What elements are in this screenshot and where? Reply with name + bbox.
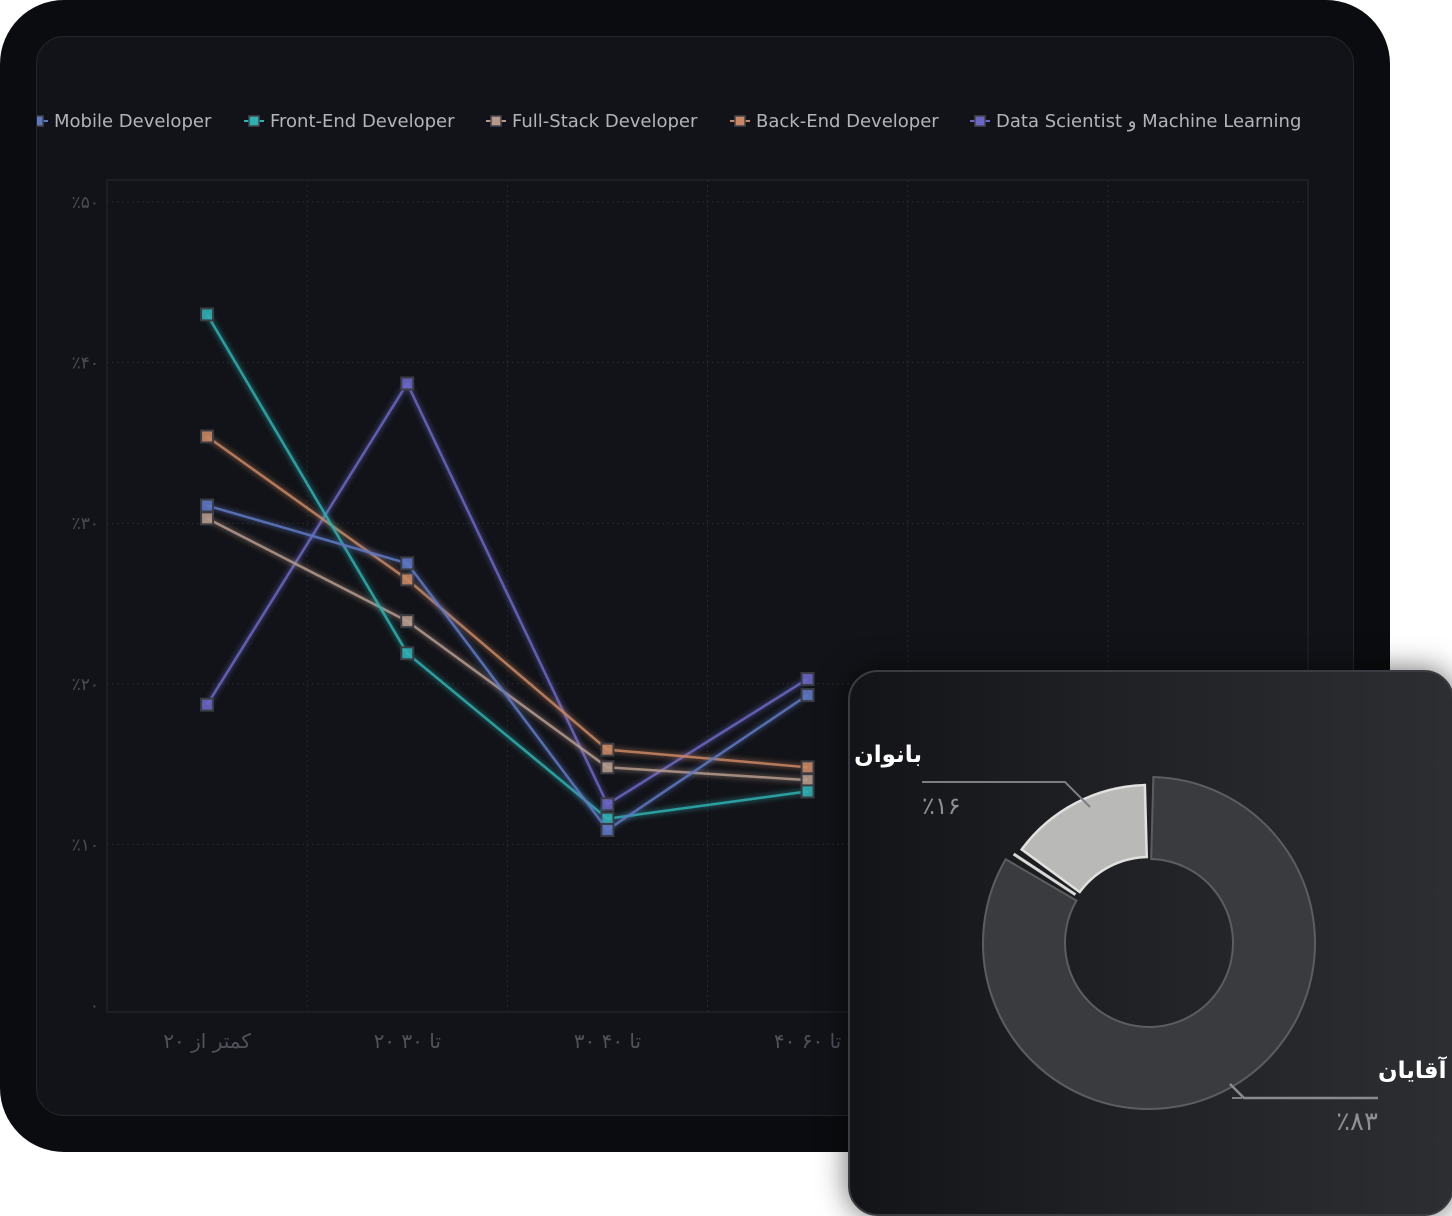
data-point [200,307,215,322]
leader-line-women [922,781,1091,808]
series-line [206,435,808,769]
y-tick-label: ٪۱۰ [72,835,99,855]
data-point [200,498,215,513]
data-point [600,760,615,775]
device-frame: ۰ ٪۱۰ ٪۲۰ ٪۳۰ ٪۴۰ ٪۵۰ کمتر از ۲۰ ۲۰ تا ۳۰ ۳۰ تا … [0,0,1390,1152]
women-label: بانوان [854,742,922,768]
data-point [200,429,215,444]
women-value: ٪۱۶ [922,792,961,820]
data-point [400,556,415,571]
legend-marker [37,115,44,127]
donut-card: بانوان ٪۱۶ آقایان ٪۸۳ [848,670,1452,1216]
men-label: آقایان [1378,1055,1448,1084]
series-line [206,517,808,782]
data-point [200,511,215,526]
legend-marker [734,115,746,127]
x-tick-label: ۲۰ تا ۳۰ [374,1029,441,1053]
series-line [206,380,809,807]
legend-label: Back-End Developer [756,111,939,132]
data-point [800,760,815,775]
y-tick-label: ٪۲۰ [72,675,99,695]
legend-item: Full-Stack Developer [486,111,698,132]
legend-label: Mobile Developer [54,111,212,132]
data-point [400,376,415,391]
y-tick-label: ٪۴۰ [72,354,99,374]
legend-label: Front-End Developer [270,111,455,132]
pie-slice-women [1019,783,1149,894]
y-tick-label: ٪۳۰ [72,514,99,534]
data-point [200,697,215,712]
data-point [600,822,615,837]
legend-marker [974,115,986,127]
x-tick-label: ۳۰ تا ۴۰ [574,1029,641,1053]
legend-label: Full-Stack Developer [512,111,698,132]
legend-marker [490,115,502,127]
legend-item: Mobile Developer [37,111,212,132]
legend-item: Front-End Developer [244,111,455,132]
legend-marker [248,115,260,127]
series-line [206,504,809,832]
x-tick-label: ۴۰ تا ۶۰ [774,1029,841,1053]
pie-slice-men [982,776,1316,1110]
line-chart: ۰ ٪۱۰ ٪۲۰ ٪۳۰ ٪۴۰ ٪۵۰ کمتر از ۲۰ ۲۰ تا ۳۰ ۳۰ تا … [37,111,1309,1053]
data-point [400,646,415,661]
data-point [600,742,615,757]
data-point [600,797,615,812]
donut-chart: بانوان٪۱۶ آقایان٪۸۳ [854,742,1448,1137]
x-tick-label: کمتر از ۲۰ [163,1029,251,1053]
series-line [206,313,808,821]
data-point [800,671,815,686]
data-point [400,614,415,629]
slice-separator [1012,852,1077,896]
data-point [800,773,815,788]
data-point [800,688,815,703]
leader-line-men [1229,1083,1378,1100]
data-point [800,784,815,799]
data-point [400,572,415,587]
y-tick-label: ٪۵۰ [72,193,99,213]
legend-label: Data Scientist و Machine Learning [996,111,1301,132]
legend-item: Data Scientist و Machine Learning [970,111,1301,132]
legend-item: Back-End Developer [730,111,939,132]
y-tick-label: ۰ [90,996,99,1016]
men-value: ٪۸۳ [1336,1107,1378,1137]
legend: Data Scientist و Machine Learning Back-En… [37,111,1301,132]
